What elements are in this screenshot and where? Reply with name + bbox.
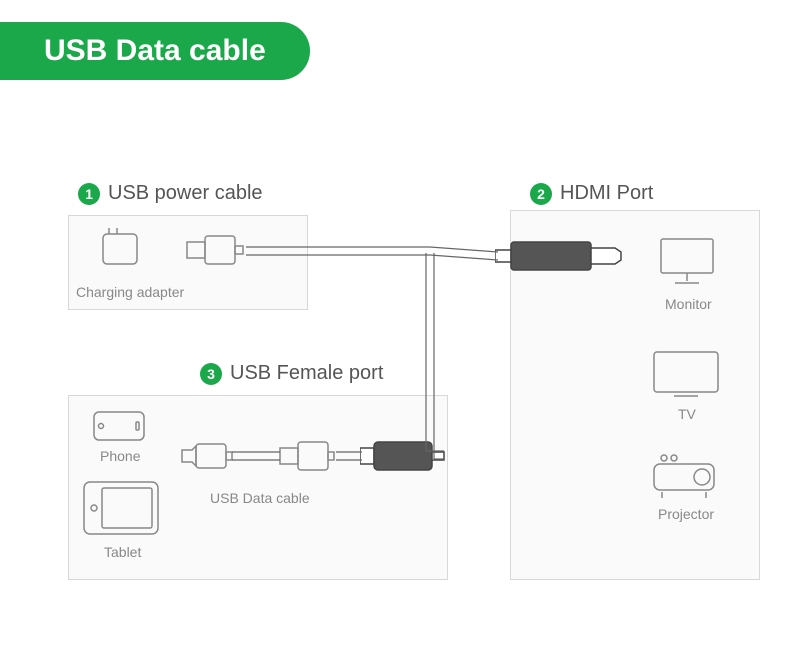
- section-label-usb-power: 1 USB power cable: [78, 182, 263, 205]
- caption-projector: Projector: [658, 506, 714, 522]
- usb-a-plug-mid-icon: [278, 438, 338, 474]
- title-pill: USB Data cable: [0, 22, 310, 80]
- charging-adapter-icon: [95, 228, 145, 272]
- projector-icon: [650, 452, 724, 500]
- badge-2: 2: [530, 183, 552, 205]
- caption-tablet: Tablet: [104, 544, 141, 560]
- label-usb-female-text: USB Female port: [230, 362, 383, 385]
- caption-phone: Phone: [100, 448, 140, 464]
- page-title: USB Data cable: [44, 34, 266, 68]
- caption-charging-adapter: Charging adapter: [76, 284, 184, 300]
- monitor-icon: [655, 235, 719, 291]
- micro-usb-plug-icon: [178, 440, 234, 472]
- label-hdmi-text: HDMI Port: [560, 182, 653, 205]
- usb-a-plug-icon: [185, 232, 245, 268]
- phone-icon: [92, 410, 146, 442]
- tablet-icon: [82, 480, 160, 536]
- caption-tv: TV: [678, 406, 696, 422]
- badge-3: 3: [200, 363, 222, 385]
- tv-icon: [650, 348, 722, 400]
- hdmi-connector-icon: [495, 238, 625, 274]
- section-label-usb-female: 3 USB Female port: [200, 362, 383, 385]
- usb-female-connector-icon: [360, 440, 446, 472]
- caption-usb-data-cable: USB Data cable: [210, 490, 310, 506]
- label-usb-power-text: USB power cable: [108, 182, 263, 205]
- caption-monitor: Monitor: [665, 296, 712, 312]
- section-label-hdmi: 2 HDMI Port: [530, 182, 653, 205]
- badge-1: 1: [78, 183, 100, 205]
